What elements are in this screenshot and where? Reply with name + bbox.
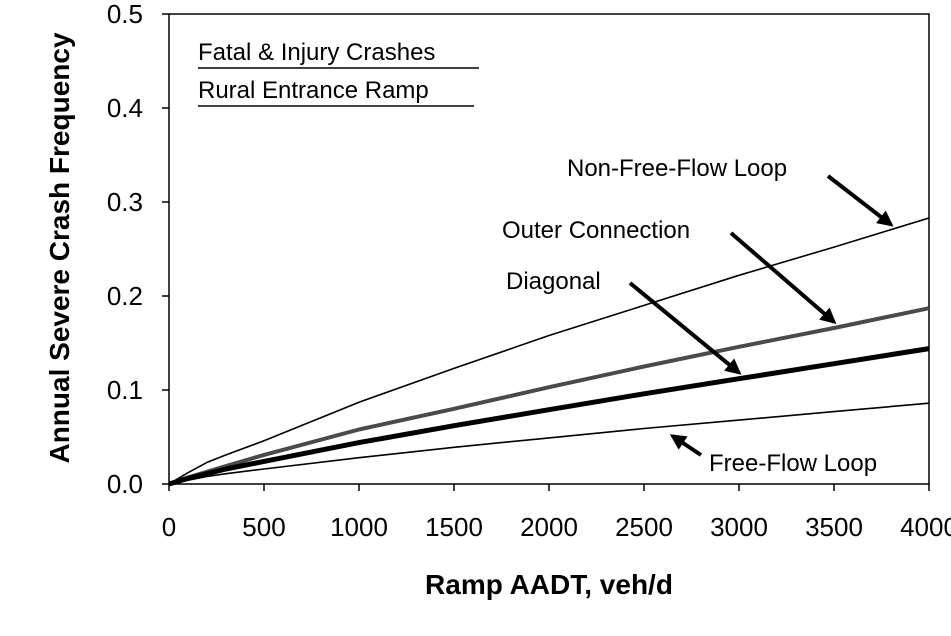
annotation-arrow bbox=[826, 174, 894, 227]
annotation-free-flow-loop: Free-Flow Loop bbox=[709, 450, 877, 477]
y-axis-ticks: 0.0 0.1 0.2 0.3 0.4 0.5 bbox=[107, 0, 169, 499]
x-tick-label: 1000 bbox=[330, 512, 388, 542]
x-tick-label: 1500 bbox=[425, 512, 483, 542]
x-tick-label: 0 bbox=[162, 512, 176, 542]
y-tick-label: 0.0 bbox=[107, 469, 143, 499]
y-tick-label: 0.5 bbox=[107, 0, 143, 29]
series-line-free-flow-loop bbox=[168, 402, 930, 485]
y-axis-title: Annual Severe Crash Frequency bbox=[44, 32, 75, 463]
series-line-diagonal bbox=[168, 346, 930, 487]
x-tick-label: 3500 bbox=[805, 512, 863, 542]
annotation-arrows bbox=[628, 174, 894, 457]
chart-textbox: Fatal & Injury Crashes Rural Entrance Ra… bbox=[198, 39, 479, 107]
x-axis-ticks: 0 500 1000 1500 2000 2500 3000 3500 4000 bbox=[162, 484, 951, 542]
y-tick-label: 0.2 bbox=[107, 281, 143, 311]
y-tick-label: 0.4 bbox=[107, 93, 143, 123]
x-tick-label: 500 bbox=[242, 512, 285, 542]
annotation-outer-connection: Outer Connection bbox=[502, 217, 690, 244]
x-tick-label: 3000 bbox=[710, 512, 768, 542]
x-tick-label: 2500 bbox=[615, 512, 673, 542]
x-axis-title: Ramp AADT, veh/d bbox=[425, 569, 673, 600]
y-tick-label: 0.3 bbox=[107, 187, 143, 217]
annotation-labels: Non-Free-Flow Loop Outer Connection Diag… bbox=[502, 155, 877, 477]
annotation-arrow bbox=[669, 434, 703, 457]
y-tick-label: 0.1 bbox=[107, 375, 143, 405]
annotation-diagonal: Diagonal bbox=[506, 268, 601, 295]
annotation-arrow bbox=[729, 231, 837, 325]
textbox-line-1: Fatal & Injury Crashes bbox=[198, 39, 435, 66]
series-line-non-free-flow-loop bbox=[168, 217, 930, 485]
annotation-arrow bbox=[628, 281, 742, 375]
x-tick-label: 2000 bbox=[520, 512, 578, 542]
series-lines bbox=[168, 217, 930, 487]
textbox-line-2: Rural Entrance Ramp bbox=[198, 77, 429, 104]
x-tick-label: 4000 bbox=[900, 512, 951, 542]
annotation-non-free-flow-loop: Non-Free-Flow Loop bbox=[567, 155, 787, 182]
